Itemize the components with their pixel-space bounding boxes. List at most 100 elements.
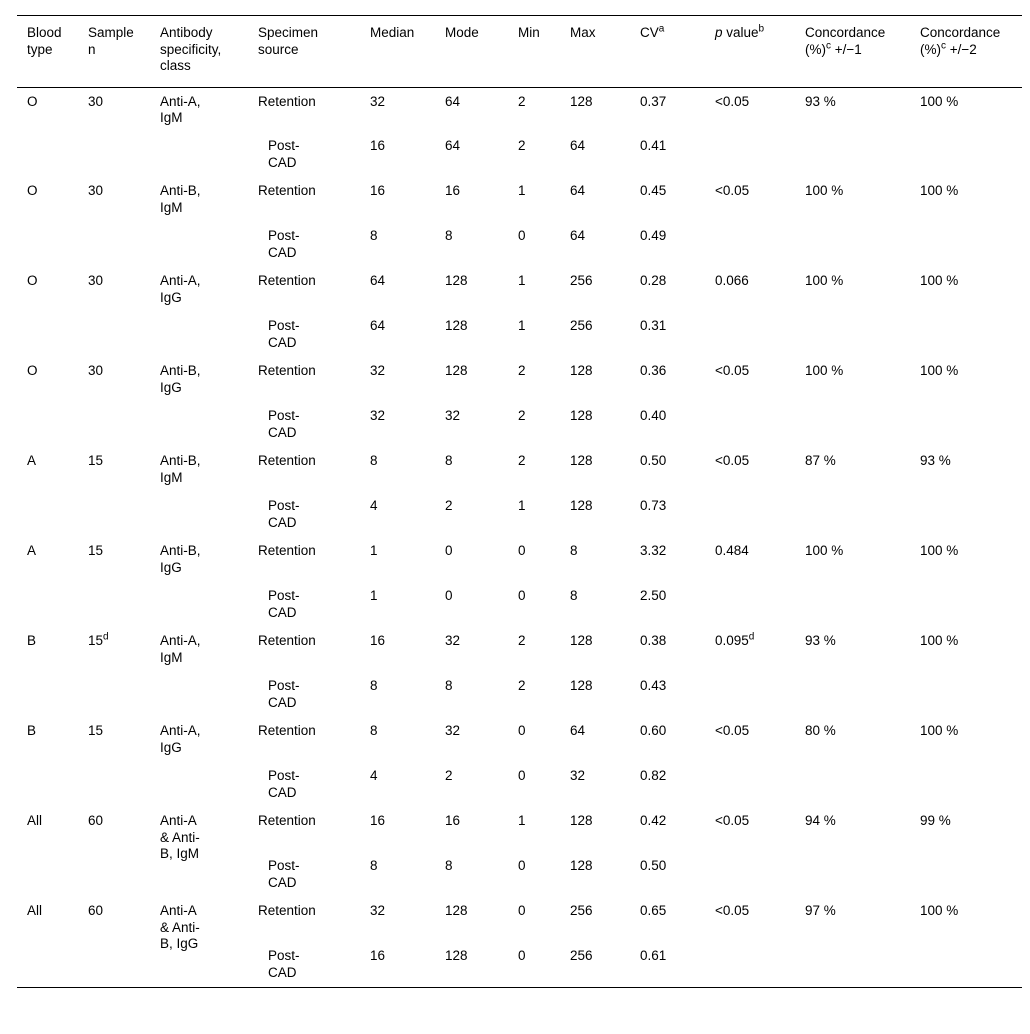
sample-n-cell: 30 [88, 177, 160, 267]
sample-n-value: 15 [88, 453, 104, 468]
median-cell: 64 [370, 273, 386, 288]
max-cell: 8 [570, 543, 578, 558]
specimen-cell: Retention [258, 633, 316, 648]
blood-type-cell: A [27, 453, 37, 468]
max-cell: 128 [570, 498, 593, 513]
cv-cell: 0.65 [640, 903, 667, 918]
table-row-retention: O 30 Anti-A, IgG Retention 64 128 1 256 … [17, 267, 1022, 312]
median-cell: 16 [370, 948, 386, 963]
sample-n-value: 30 [88, 183, 104, 198]
antibody-cell: Anti-B, IgM [160, 183, 201, 215]
concordance-2-cell: 100 % [920, 633, 959, 648]
table-row-postcad: Post- CAD 32 32 2 128 0.40 [17, 402, 1022, 447]
concordance-1-post: +/−1 [831, 41, 862, 57]
specimen-cell: Post- CAD [268, 588, 300, 620]
min-cell: 0 [518, 588, 526, 603]
concordance-1-cell: 93 % [805, 633, 836, 648]
min-cell: 2 [518, 453, 526, 468]
mode-cell: 8 [445, 678, 453, 693]
header-p-rest: value [722, 25, 759, 40]
antibody-cell: Anti-B, IgG [160, 543, 201, 575]
mode-cell: 128 [445, 363, 468, 378]
specimen-cell: Post- CAD [268, 408, 300, 440]
footnote-marker-a: a [658, 23, 665, 35]
median-cell: 8 [370, 453, 378, 468]
sample-n-value: 15 [88, 543, 104, 558]
table-row-retention: B 15d Anti-A, IgM Retention 16 32 2 128 … [17, 627, 1022, 672]
blood-type-cell: O [27, 93, 38, 109]
median-cell: 4 [370, 768, 378, 783]
p-value: 0.066 [715, 273, 749, 288]
table-row-postcad: Post- CAD 4 2 0 32 0.82 [17, 762, 1022, 807]
table-row-postcad: Post- CAD 1 0 0 8 2.50 [17, 582, 1022, 627]
concordance-2-cell: 93 % [920, 453, 951, 468]
max-cell: 256 [570, 318, 593, 333]
sample-n-cell: 60 [88, 807, 160, 897]
header-row: Blood type Sample n Antibody specificity… [17, 15, 1022, 88]
min-cell: 2 [518, 678, 526, 693]
cv-cell: 0.36 [640, 363, 667, 378]
median-cell: 64 [370, 318, 386, 333]
antibody-cell: Anti-A, IgG [160, 723, 201, 755]
header-p-italic: p [715, 25, 723, 40]
specimen-cell: Retention [258, 453, 316, 468]
min-cell: 0 [518, 228, 526, 243]
p-value-cell: 0.066 [715, 267, 805, 357]
blood-type-cell: O [27, 363, 38, 378]
p-value: <0.05 [715, 453, 750, 468]
p-value: <0.05 [715, 183, 750, 198]
table-row-retention: A 15 Anti-B, IgM Retention 8 8 2 128 0.5… [17, 447, 1022, 492]
specimen-cell: Post- CAD [268, 318, 300, 350]
table-row-postcad: Post- CAD 16 64 2 64 0.41 [17, 132, 1022, 177]
blood-type-cell: B [27, 723, 37, 738]
mode-cell: 64 [445, 93, 461, 109]
antibody-cell: Anti-A & Anti- B, IgM [160, 813, 200, 861]
table-row-retention: O 30 Anti-B, IgG Retention 32 128 2 128 … [17, 357, 1022, 402]
cv-cell: 0.82 [640, 768, 667, 783]
titer-results-table: Blood type Sample n Antibody specificity… [17, 15, 1022, 988]
specimen-cell: Post- CAD [268, 768, 300, 800]
mode-cell: 128 [445, 948, 468, 963]
cv-cell: 0.28 [640, 273, 667, 288]
table-row-retention: O 30 Anti-A, IgM Retention 32 64 2 128 0… [17, 87, 1022, 132]
mode-cell: 32 [445, 723, 461, 738]
p-value-cell: <0.05 [715, 357, 805, 447]
sample-n-cell: 15d [88, 627, 160, 717]
sample-n-value: 60 [88, 813, 104, 828]
specimen-cell: Retention [258, 813, 316, 828]
antibody-cell: Anti-B, IgG [160, 363, 201, 395]
sample-n-cell: 30 [88, 267, 160, 357]
max-cell: 256 [570, 903, 593, 918]
median-cell: 1 [370, 543, 378, 558]
mode-cell: 2 [445, 498, 453, 513]
median-cell: 1 [370, 588, 378, 603]
mode-cell: 2 [445, 768, 453, 783]
cv-cell: 0.49 [640, 228, 667, 243]
sample-n-cell: 15 [88, 447, 160, 537]
sample-n-value: 30 [88, 363, 104, 378]
cv-cell: 0.40 [640, 408, 667, 423]
max-cell: 128 [570, 813, 593, 828]
sample-n-cell: 15 [88, 717, 160, 807]
table-row-postcad: Post- CAD 8 8 2 128 0.43 [17, 672, 1022, 717]
mode-cell: 128 [445, 318, 468, 333]
concordance-2-line1: Concordance [920, 25, 1001, 40]
header-min: Min [518, 15, 570, 88]
median-cell: 32 [370, 408, 386, 423]
header-p-value: p valueb [715, 15, 805, 88]
concordance-1-cell: 100 % [805, 363, 844, 378]
header-max: Max [570, 15, 640, 88]
table-row-postcad: Post- CAD 4 2 1 128 0.73 [17, 492, 1022, 537]
antibody-cell: Anti-B, IgM [160, 453, 201, 485]
sample-n-cell: 15 [88, 537, 160, 627]
cv-cell: 0.37 [640, 93, 667, 109]
concordance-2-cell: 100 % [920, 903, 959, 918]
max-cell: 32 [570, 768, 586, 783]
mode-cell: 128 [445, 903, 468, 918]
table-row-retention: All 60 Anti-A & Anti- B, IgG Retention 3… [17, 897, 1022, 951]
cv-cell: 2.50 [640, 588, 667, 603]
blood-type-cell: A [27, 543, 37, 558]
specimen-cell: Retention [258, 363, 316, 378]
p-value: <0.05 [715, 903, 750, 918]
header-antibody: Antibody specificity, class [160, 15, 258, 88]
